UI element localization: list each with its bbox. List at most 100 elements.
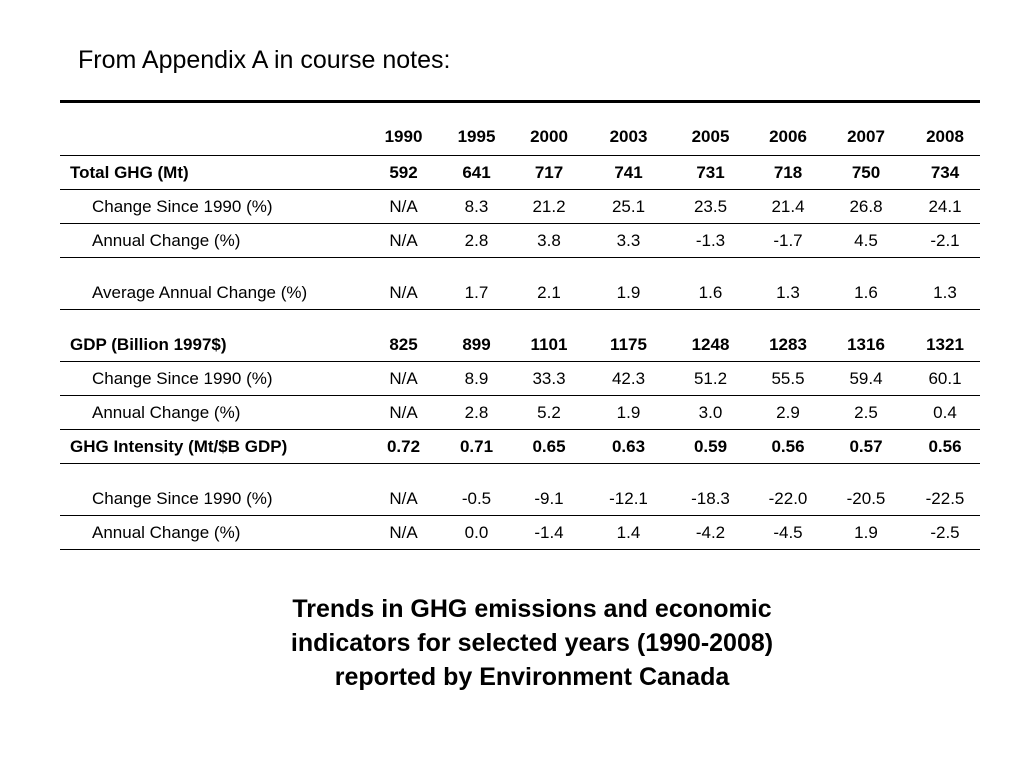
table-cell: -12.1 [590,463,667,516]
table-cell: 750 [822,155,910,190]
table-cell: 3.8 [508,223,590,258]
year-header: 1990 [362,101,445,156]
table-cell: 60.1 [910,361,980,396]
table-cell: N/A [362,395,445,430]
row-label: GHG Intensity (Mt/$B GDP) [60,429,362,464]
caption-line: indicators for selected years (1990-2008… [290,629,774,657]
row-label: Change Since 1990 (%) [60,361,362,396]
table-cell: 21.4 [754,189,822,224]
table-cell: 1321 [910,309,980,362]
row-label: Change Since 1990 (%) [60,463,362,516]
table-cell: N/A [362,189,445,224]
table-cell: 24.1 [910,189,980,224]
table-cell: 734 [910,155,980,190]
header-blank-cell [60,101,362,156]
row-label: Annual Change (%) [60,223,362,258]
year-header: 2005 [667,101,754,156]
table-cell: 0.4 [910,395,980,430]
table-cell: 1.9 [590,395,667,430]
table-cell: N/A [362,361,445,396]
year-header: 2000 [508,101,590,156]
table-cell: 1.7 [445,257,508,310]
table-cell: 1316 [822,309,910,362]
table-row-intensity-change-since-1990: Change Since 1990 (%) N/A -0.5 -9.1 -12.… [60,463,980,516]
table-cell: -22.5 [910,463,980,516]
table-cell: -4.2 [667,515,754,550]
table-cell: 51.2 [667,361,754,396]
table-row-ghg-intensity: GHG Intensity (Mt/$B GDP) 0.72 0.71 0.65… [60,429,980,464]
year-header: 2007 [822,101,910,156]
table-cell: 0.65 [508,429,590,464]
table-cell: N/A [362,257,445,310]
table-cell: -1.3 [667,223,754,258]
ghg-table-container: 1990 1995 2000 2003 2005 2006 2007 2008 … [60,100,980,550]
table-cell: 1.4 [590,515,667,550]
table-cell: 1.3 [754,257,822,310]
year-header: 2006 [754,101,822,156]
table-cell: -2.1 [910,223,980,258]
year-header: 1995 [445,101,508,156]
table-cell: 26.8 [822,189,910,224]
table-caption: Trends in GHG emissions and economic ind… [0,592,1024,694]
table-cell: 2.8 [445,395,508,430]
table-cell: 1.6 [667,257,754,310]
table-cell: 0.57 [822,429,910,464]
table-cell: 641 [445,155,508,190]
table-cell: 1101 [508,309,590,362]
table-cell: 25.1 [590,189,667,224]
table-cell: 0.71 [445,429,508,464]
caption-line: reported by Environment Canada [334,663,730,691]
table-header-row: 1990 1995 2000 2003 2005 2006 2007 2008 [60,101,980,156]
row-label: Annual Change (%) [60,395,362,430]
table-cell: 3.0 [667,395,754,430]
table-cell: 899 [445,309,508,362]
row-label: Annual Change (%) [60,515,362,550]
table-cell: 0.63 [590,429,667,464]
caption-line: Trends in GHG emissions and economic [292,595,772,623]
year-header: 2003 [590,101,667,156]
table-cell: -1.7 [754,223,822,258]
row-label: GDP (Billion 1997$) [60,309,362,362]
table-cell: 33.3 [508,361,590,396]
slide-heading: From Appendix A in course notes: [78,46,451,74]
table-cell: 2.8 [445,223,508,258]
table-cell: -0.5 [445,463,508,516]
table-cell: 2.9 [754,395,822,430]
table-cell: 1248 [667,309,754,362]
table-cell: 0.56 [754,429,822,464]
ghg-indicators-table: 1990 1995 2000 2003 2005 2006 2007 2008 … [60,100,980,550]
table-cell: 2.1 [508,257,590,310]
table-cell: 592 [362,155,445,190]
table-cell: -22.0 [754,463,822,516]
table-cell: 741 [590,155,667,190]
table-cell: 59.4 [822,361,910,396]
table-cell: 8.9 [445,361,508,396]
table-cell: 1.3 [910,257,980,310]
table-cell: -1.4 [508,515,590,550]
table-cell: 1.9 [590,257,667,310]
table-cell: 731 [667,155,754,190]
table-row-ghg-annual-change: Annual Change (%) N/A 2.8 3.8 3.3 -1.3 -… [60,223,980,258]
table-cell: -20.5 [822,463,910,516]
row-label: Total GHG (Mt) [60,155,362,190]
table-cell: -2.5 [910,515,980,550]
row-label: Change Since 1990 (%) [60,189,362,224]
table-cell: 825 [362,309,445,362]
table-cell: -18.3 [667,463,754,516]
table-cell: -9.1 [508,463,590,516]
table-row-intensity-annual-change: Annual Change (%) N/A 0.0 -1.4 1.4 -4.2 … [60,515,980,550]
table-cell: N/A [362,463,445,516]
table-cell: 1283 [754,309,822,362]
table-cell: 3.3 [590,223,667,258]
year-header: 2008 [910,101,980,156]
table-cell: 0.56 [910,429,980,464]
table-cell: 2.5 [822,395,910,430]
table-cell: 5.2 [508,395,590,430]
table-cell: 1.9 [822,515,910,550]
table-cell: 0.59 [667,429,754,464]
table-cell: 4.5 [822,223,910,258]
table-cell: 717 [508,155,590,190]
table-cell: N/A [362,223,445,258]
table-row-gdp: GDP (Billion 1997$) 825 899 1101 1175 12… [60,309,980,362]
table-cell: 55.5 [754,361,822,396]
